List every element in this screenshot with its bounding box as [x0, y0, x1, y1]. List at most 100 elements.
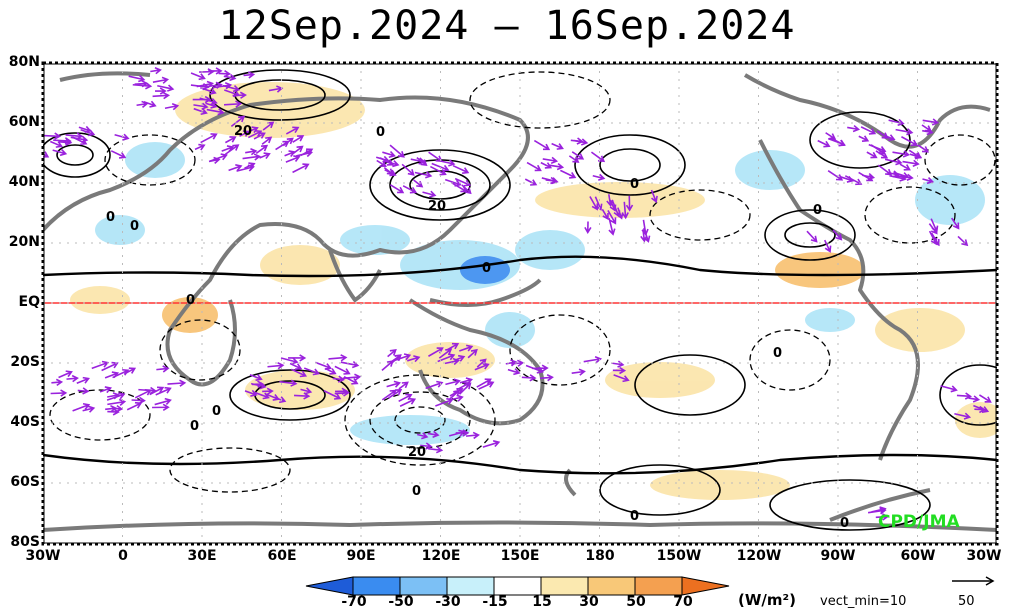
flux-vector: [206, 108, 225, 116]
flux-vector: [560, 169, 577, 179]
flux-vector: [974, 405, 987, 414]
flux-vector: [107, 408, 120, 416]
flux-vector: [430, 165, 447, 176]
flux-vector: [223, 100, 243, 108]
flux-vector: [895, 173, 914, 182]
flux-vector: [607, 210, 617, 225]
lon-label: 30W: [25, 548, 61, 564]
flux-vector: [209, 153, 228, 162]
flux-vector: [221, 145, 235, 153]
flux-vector: [590, 151, 606, 163]
flux-vector: [224, 144, 240, 155]
colorbar-swatch: [493, 576, 542, 596]
flux-vector: [459, 344, 474, 352]
flux-vector: [571, 151, 585, 160]
contour-label: 0: [773, 346, 782, 361]
flux-vector: [399, 397, 417, 407]
flux-vector: [884, 158, 903, 166]
flux-vector: [72, 136, 88, 146]
flux-vector: [445, 378, 461, 386]
flux-vector: [465, 431, 480, 440]
flux-vector: [452, 164, 470, 174]
lat-label: 60S: [10, 474, 40, 490]
flux-vector: [868, 143, 887, 153]
flux-vector: [288, 354, 307, 362]
lon-label: 180: [585, 548, 615, 564]
flux-vector: [459, 382, 472, 395]
units-label: (W/m²): [738, 591, 796, 609]
contour-label: 0: [130, 219, 139, 234]
flux-vector: [862, 173, 876, 181]
flux-vector: [650, 189, 658, 204]
flux-vector: [444, 357, 460, 366]
flux-vector: [387, 348, 397, 358]
flux-vector: [58, 370, 73, 379]
flux-vector: [601, 208, 609, 221]
colorbar-swatch: [540, 576, 589, 596]
contour-label: 0: [840, 516, 849, 531]
flux-vector: [467, 348, 478, 359]
credit-label: CPD/JMA: [878, 512, 960, 532]
flux-vector: [459, 377, 474, 385]
flux-vector: [427, 430, 440, 439]
flux-vector: [540, 374, 554, 382]
flux-vector: [449, 389, 461, 400]
flux-vector: [540, 161, 553, 169]
flux-vector: [50, 389, 68, 397]
flux-vector: [806, 230, 818, 243]
contour-label: 0: [376, 125, 385, 140]
contour-label: 0: [482, 261, 491, 276]
flux-vector: [43, 132, 62, 140]
lon-label: 90W: [820, 548, 856, 564]
reference-vector-label: 50: [958, 594, 975, 609]
flux-vector: [126, 401, 143, 411]
flux-vector: [342, 373, 362, 381]
flux-vector: [264, 392, 280, 401]
flux-vector: [390, 354, 402, 364]
flux-vector: [155, 386, 172, 396]
flux-vector: [136, 100, 149, 108]
flux-vector: [51, 378, 64, 387]
contour-label: 20: [428, 199, 446, 214]
flux-vector: [956, 392, 972, 400]
flux-vector: [332, 375, 346, 383]
flux-vector: [80, 128, 96, 137]
flux-vector: [261, 136, 273, 145]
flux-vector: [928, 223, 938, 235]
flux-vector: [978, 394, 992, 403]
flux-vector: [155, 87, 167, 95]
flux-vector: [611, 360, 625, 368]
flux-vector: [381, 389, 397, 401]
flux-vector: [568, 155, 580, 163]
flux-map: 20 0 0 20 0 0 0 0 0 0 0 0 0 20 0 0 20: [14, 61, 999, 546]
contour-labels: 20 0 0 20 0 0 0 0 0 0 0 0 0 20 0 0 20: [106, 124, 849, 531]
map-title: 12Sep.2024 – 16Sep.2024: [218, 3, 796, 49]
flux-vector: [425, 380, 444, 390]
flux-vector: [14, 138, 24, 144]
flux-vector: [243, 71, 256, 79]
flux-vector: [285, 126, 300, 135]
flux-vector: [252, 380, 265, 388]
negative-flux-shading: [95, 142, 985, 445]
colorbar-swatch: [587, 576, 636, 596]
flux-vector: [190, 72, 206, 81]
flux-vector: [871, 506, 887, 514]
flux-vector: [817, 139, 831, 148]
flux-vector: [77, 387, 90, 395]
flux-vector: [328, 354, 348, 362]
colorbar-swatch: [681, 576, 730, 596]
colorbar-swatch: [446, 576, 495, 596]
flux-vector: [383, 167, 394, 176]
flux-vector: [49, 140, 64, 148]
flux-vector: [643, 227, 651, 243]
flux-vector: [583, 355, 603, 364]
flux-vector: [131, 396, 146, 405]
colorbar-tick: 30: [579, 594, 599, 610]
flux-vector: [157, 84, 175, 92]
lon-label: 0: [118, 548, 128, 564]
flux-vector: [592, 173, 606, 181]
flux-vectors: [14, 67, 992, 521]
flux-vector: [132, 82, 153, 90]
flux-vector: [444, 178, 462, 187]
lon-label: 30E: [187, 548, 217, 564]
